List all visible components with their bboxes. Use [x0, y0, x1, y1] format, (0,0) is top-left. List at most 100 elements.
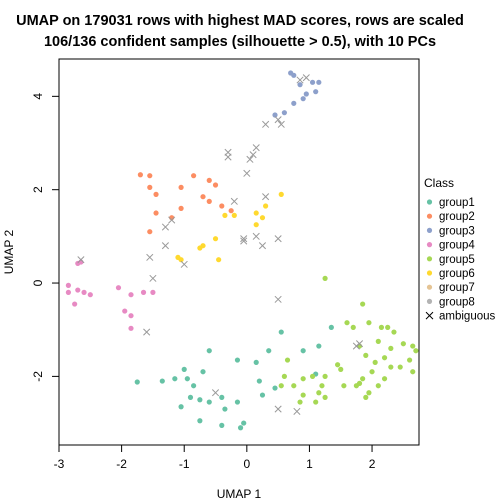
point-group2 [178, 184, 184, 190]
point-group4 [115, 285, 122, 291]
point-group5 [353, 383, 359, 389]
point-group5 [341, 383, 347, 389]
point-group1 [328, 324, 334, 330]
point-group2 [147, 173, 153, 179]
point-group2 [147, 229, 153, 235]
point-group1 [272, 385, 278, 391]
point-ambiguous [146, 253, 154, 261]
point-group1 [237, 425, 244, 431]
point-group4 [128, 313, 134, 319]
point-ambiguous [180, 260, 188, 268]
point-group3 [297, 82, 303, 88]
point-ambiguous [274, 235, 282, 243]
legend-marker-group5 [426, 256, 433, 262]
x-tick-label: -2 [116, 457, 127, 471]
point-group1 [300, 348, 306, 354]
legend-label-group6: group6 [439, 268, 475, 280]
point-group1 [159, 378, 165, 384]
point-group1 [197, 397, 203, 403]
point-group3 [313, 89, 319, 95]
point-group5 [391, 329, 397, 335]
point-group5 [397, 364, 403, 370]
point-group1 [256, 378, 262, 384]
point-ambiguous [230, 197, 238, 205]
point-ambiguous [274, 116, 282, 124]
point-ambiguous [168, 216, 176, 224]
point-group6 [212, 236, 219, 242]
point-group3 [291, 72, 297, 78]
point-ambiguous [240, 237, 248, 245]
chart-title-line2: 106/136 confident samples (silhouette > … [44, 34, 436, 50]
point-ambiguous [211, 389, 220, 397]
point-group2 [137, 172, 143, 178]
point-group3 [316, 79, 322, 85]
point-ambiguous [252, 232, 260, 240]
x-tick-label: 1 [306, 457, 313, 471]
point-ambiguous [355, 340, 364, 348]
point-ambiguous [240, 235, 248, 243]
point-group5 [322, 394, 328, 400]
point-group4 [122, 308, 128, 314]
point-group5 [366, 320, 372, 326]
point-group6 [231, 212, 237, 218]
point-ambiguous [77, 256, 85, 264]
legend-label-group4: group4 [439, 240, 475, 252]
point-group1 [172, 376, 178, 382]
point-ambiguous [262, 193, 270, 201]
point-group1 [184, 376, 190, 382]
point-group2 [147, 184, 153, 190]
point-group1 [178, 404, 184, 410]
y-axis: -2 0 2 4 [31, 93, 60, 382]
legend-marker-group7 [426, 284, 433, 290]
data-points [65, 70, 419, 431]
point-group6 [216, 257, 222, 263]
point-group5 [400, 341, 406, 347]
point-group4 [65, 282, 71, 288]
point-group4 [87, 292, 93, 298]
point-ambiguous [302, 74, 310, 82]
legend-marker-group4 [426, 242, 433, 248]
point-group5 [300, 392, 306, 398]
point-group1 [200, 369, 206, 375]
point-group5 [410, 343, 416, 349]
point-ambiguous [293, 407, 301, 415]
legend: Class group1 group2 group3 group4 group5 grou… [424, 176, 496, 323]
point-group5 [350, 324, 356, 330]
point-group2 [191, 173, 197, 179]
legend-label-group2: group2 [439, 211, 475, 223]
x-axis: -3 -2 -1 0 1 2 [54, 444, 376, 471]
y-tick-label: 2 [31, 186, 45, 193]
point-group1 [197, 418, 203, 424]
point-group5 [278, 383, 284, 389]
point-ambiguous [143, 328, 151, 336]
x-tick-label: 0 [243, 457, 250, 471]
legend-marker-group6 [426, 270, 433, 276]
legend-label-group7: group7 [439, 282, 475, 294]
point-group5 [322, 373, 328, 379]
point-group4 [128, 292, 134, 298]
point-ambiguous [274, 405, 282, 413]
point-group1 [241, 420, 247, 426]
point-ambiguous [274, 295, 282, 303]
point-group5 [388, 345, 394, 351]
point-group5 [375, 383, 381, 389]
point-group1 [222, 406, 228, 412]
point-group2 [153, 210, 159, 216]
point-ambiguous [352, 342, 360, 350]
chart-title-line1: UMAP on 179031 rows with highest MAD sco… [16, 13, 464, 29]
point-group1 [266, 348, 272, 354]
point-group3 [281, 110, 287, 116]
point-group1 [187, 394, 194, 400]
legend-label-group3: group3 [439, 225, 475, 237]
point-group4 [150, 289, 156, 295]
point-group1 [316, 343, 322, 349]
x-tick-label: 2 [369, 457, 376, 471]
point-group5 [407, 357, 413, 363]
point-group1 [206, 348, 212, 354]
point-group2 [178, 205, 184, 211]
point-group2 [206, 177, 212, 183]
point-group6 [259, 215, 266, 221]
point-group1 [259, 392, 266, 398]
point-group6 [263, 203, 269, 209]
